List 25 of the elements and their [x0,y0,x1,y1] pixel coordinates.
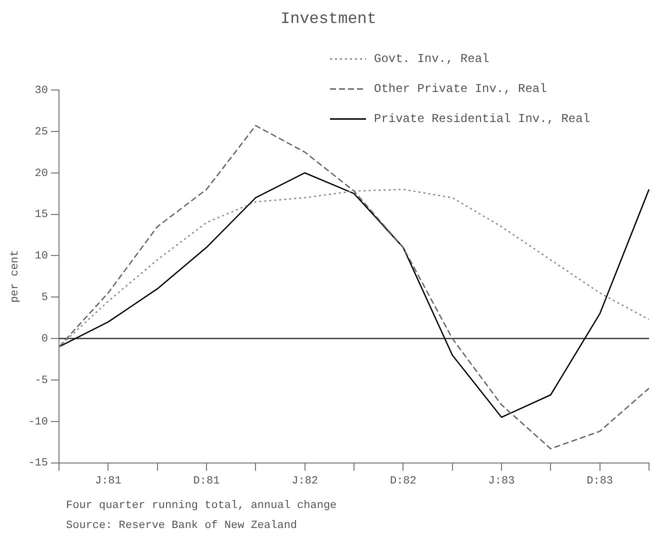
x-tick-label: D:81 [193,475,220,488]
y-tick-label: 0 [41,333,48,346]
legend-label: Govt. Inv., Real [374,52,490,66]
y-tick-label: 5 [41,292,48,304]
x-tick-label: J:81 [94,475,122,488]
text: Four quarter running total, annual change [66,499,337,514]
y-tick-label: 30 [34,84,48,97]
line-series [58,188,650,348]
x-tick-label: J:82 [292,475,318,488]
x-tick-label: D:83 [586,475,614,488]
y-tick-label: 20 [34,168,48,180]
y-tick-label: -10 [28,416,48,428]
x-tick-label: D:82 [390,475,416,488]
x-tick-label: J:83 [488,475,515,488]
chart-title: Investment [279,10,378,28]
y-tick-label: 15 [34,209,48,222]
source-note: Source: Reserve Bank of New Zealand [66,519,298,534]
y-tick-label: -5 [34,374,48,387]
legend-label: Private Residential Inv., Real [374,112,590,126]
y-tick-label: 25 [34,126,48,138]
y-tick-label: 10 [34,250,48,263]
y-axis-title: per cent [10,250,22,303]
y-tick-label: -15 [28,458,48,470]
legend-label: Other Private Inv., Real [374,82,547,96]
line-series [58,124,650,450]
